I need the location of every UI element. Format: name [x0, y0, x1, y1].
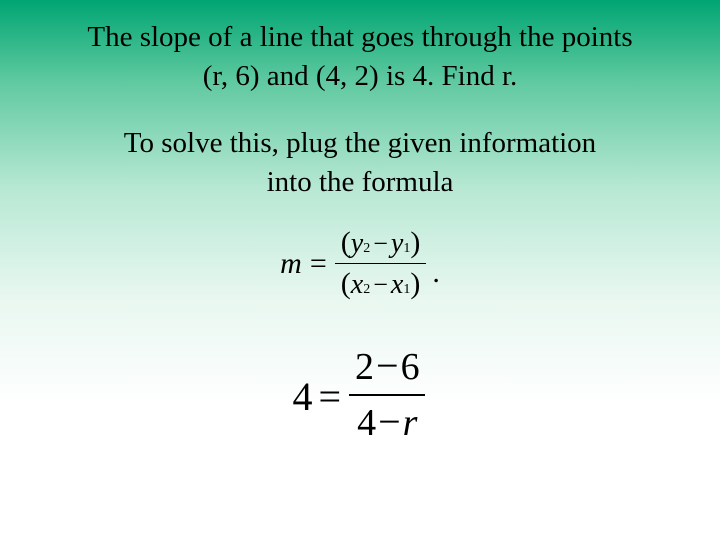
den-4: 4: [357, 402, 376, 444]
var-x1: x: [391, 268, 403, 302]
var-x2: x: [351, 268, 363, 302]
paren-open: (: [341, 267, 351, 300]
paren-close: ): [410, 226, 420, 259]
instruction-line-1: To solve this, plug the given informatio…: [124, 127, 596, 159]
var-r: r: [403, 402, 418, 444]
minus-op: −: [376, 399, 403, 444]
slope-formula: m = (y2−y1) (x2−x1) .: [20, 225, 700, 304]
var-y2: y: [351, 227, 363, 261]
instruction-line-2: into the formula: [267, 166, 454, 198]
slope-fraction: (y2−y1) (x2−x1): [335, 225, 427, 304]
problem-statement: The slope of a line that goes through th…: [20, 18, 700, 96]
denominator: 4−r: [349, 394, 425, 451]
formula-lhs-m: m: [280, 247, 302, 281]
minus-op: −: [374, 343, 401, 388]
denominator: (x2−x1): [335, 263, 427, 304]
equals-sign: =: [318, 373, 341, 420]
title-line-1: The slope of a line that goes through th…: [87, 21, 632, 53]
num-2: 2: [355, 346, 374, 388]
period: .: [432, 256, 440, 290]
minus-op: −: [370, 229, 391, 258]
substituted-fraction: 2−6 4−r: [347, 342, 428, 451]
paren-close: ): [410, 267, 420, 300]
title-line-2: (r, 6) and (4, 2) is 4. Find r.: [203, 60, 518, 92]
minus-op: −: [370, 270, 391, 299]
numerator: 2−6: [347, 342, 428, 395]
numerator: (y2−y1): [335, 225, 427, 263]
lhs-4: 4: [292, 373, 312, 420]
num-6: 6: [401, 346, 420, 388]
paren-open: (: [341, 226, 351, 259]
var-y1: y: [391, 227, 403, 261]
equals-sign: =: [306, 247, 331, 281]
slide: The slope of a line that goes through th…: [0, 0, 720, 540]
substituted-formula: 4 = 2−6 4−r: [20, 342, 700, 451]
instruction-text: To solve this, plug the given informatio…: [20, 124, 700, 202]
